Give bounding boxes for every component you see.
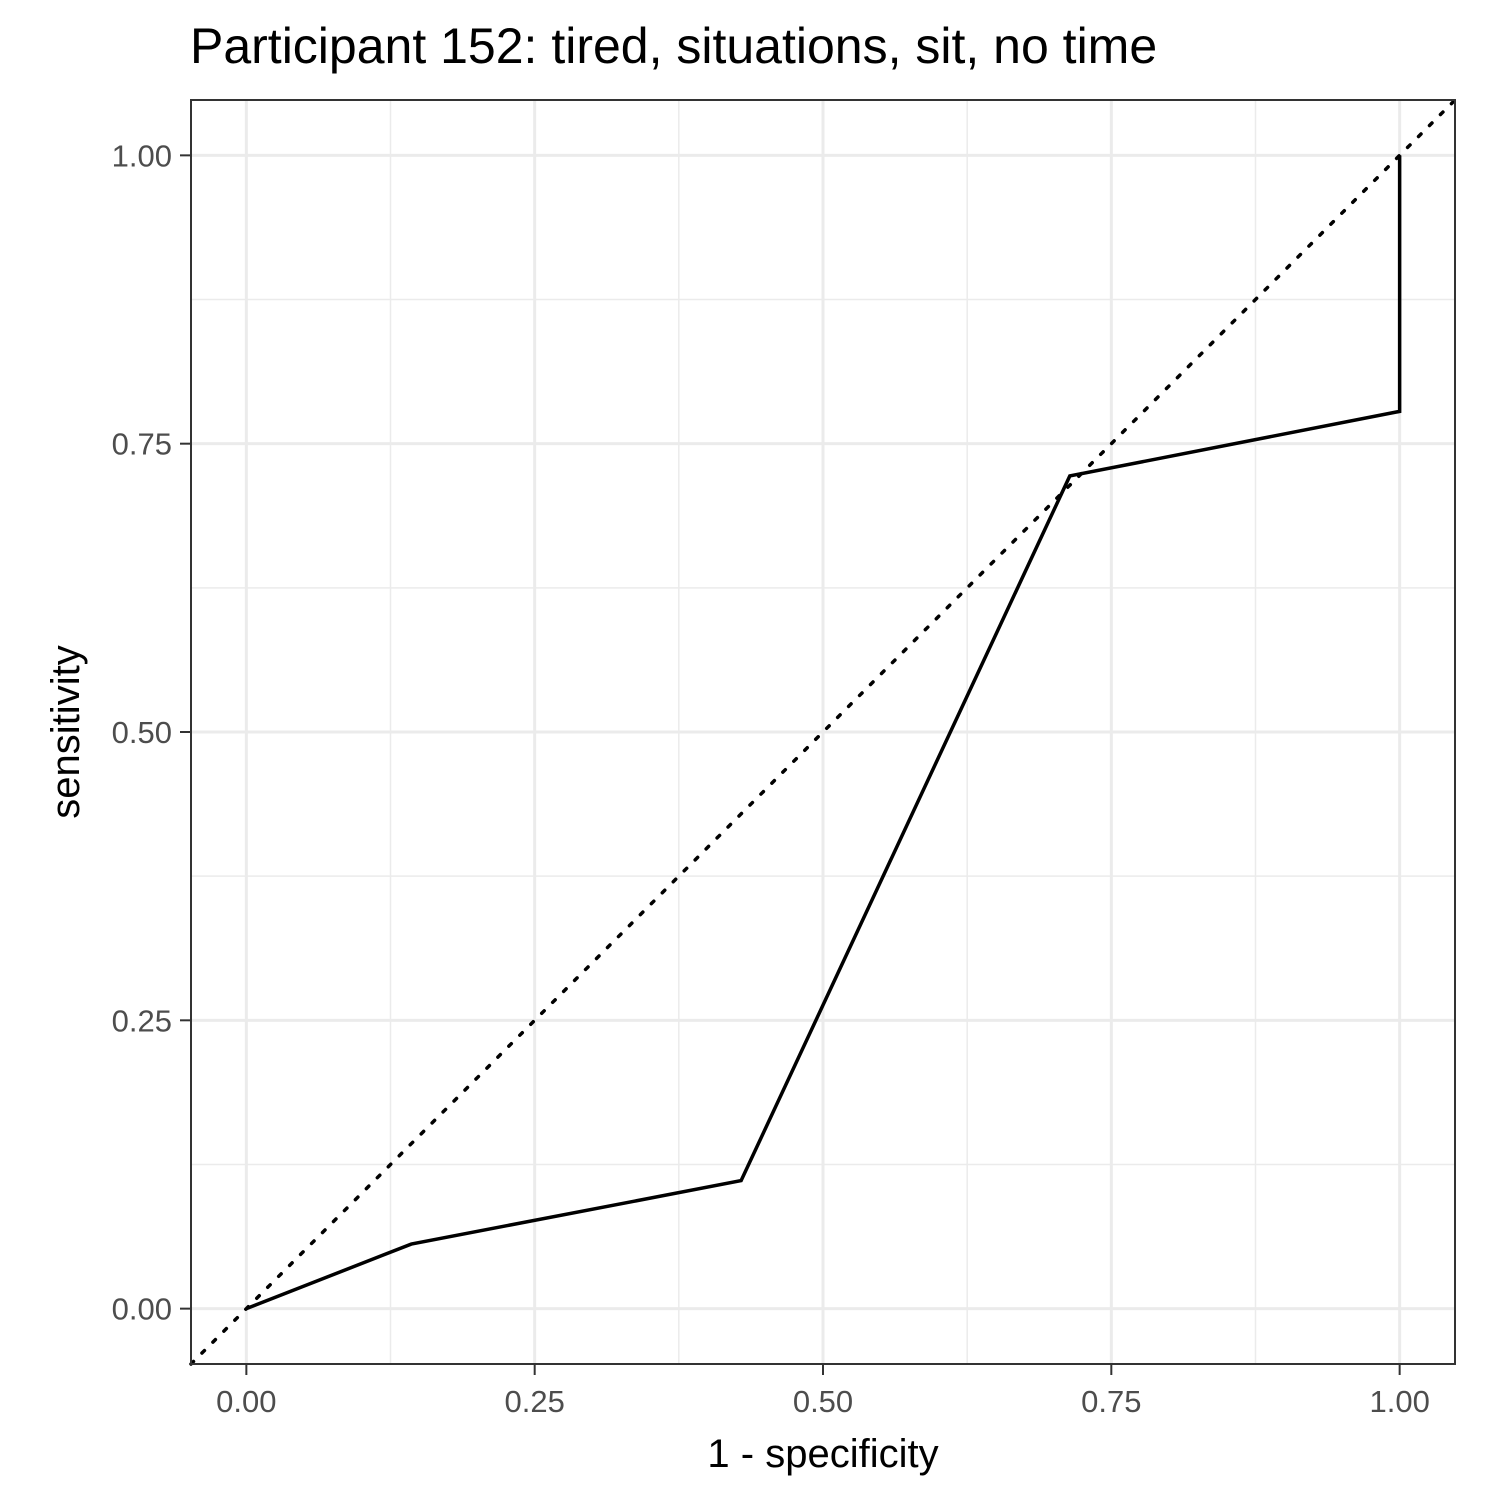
y-tick-label: 1.00 — [112, 138, 172, 173]
y-tick-label: 0.75 — [112, 427, 172, 462]
x-tick-label: 0.25 — [505, 1384, 565, 1419]
x-axis-ticks: 0.00 0.25 0.50 0.75 1.00 — [216, 1364, 1430, 1419]
roc-curve-line — [245, 155, 1402, 1311]
y-tick-label: 0.50 — [112, 715, 172, 750]
x-tick-label: 0.00 — [216, 1384, 276, 1419]
y-tick-label: 0.25 — [112, 1003, 172, 1038]
x-tick-label: 0.75 — [1081, 1384, 1141, 1419]
y-axis-ticks: 0.00 0.25 0.50 0.75 1.00 — [112, 138, 191, 1327]
x-tick-label: 1.00 — [1369, 1384, 1429, 1419]
reference-diagonal-line — [189, 98, 1457, 1366]
y-axis-title: sensitivity — [44, 645, 88, 818]
grid-major — [191, 100, 1455, 1364]
x-tick-label: 0.50 — [793, 1384, 853, 1419]
y-tick-label: 0.00 — [112, 1292, 172, 1327]
x-axis-title: 1 - specificity — [707, 1432, 938, 1476]
chart-title: Participant 152: tired, situations, sit,… — [190, 18, 1157, 74]
